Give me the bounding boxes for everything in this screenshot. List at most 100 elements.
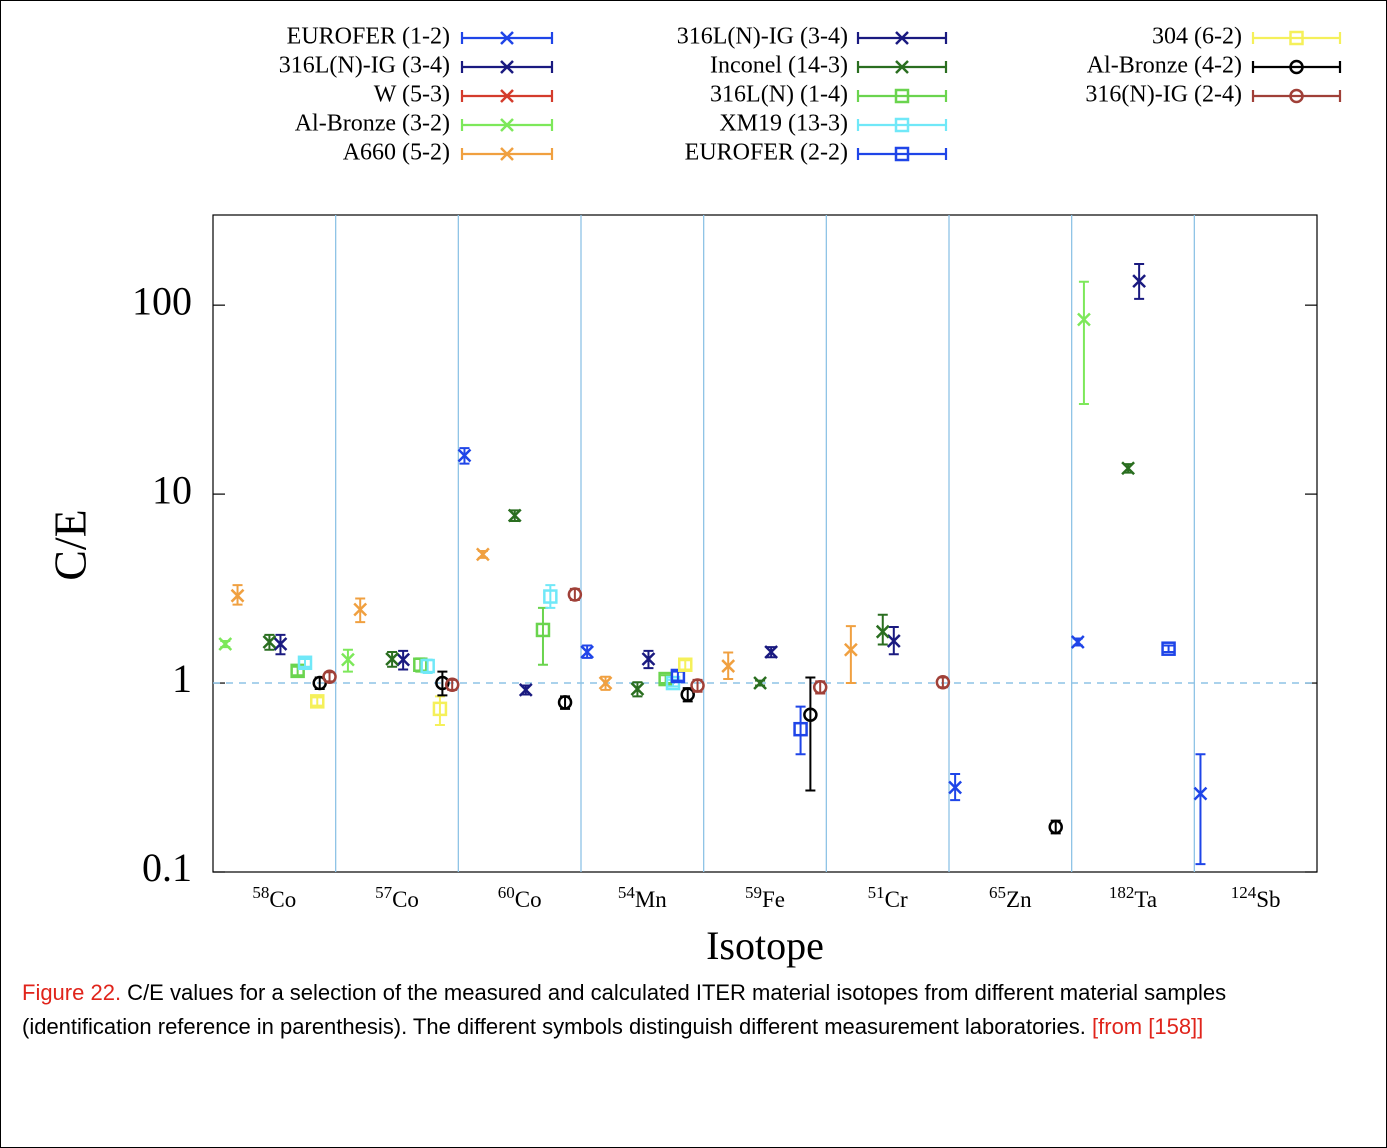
error-bar xyxy=(845,625,856,685)
x-tick-label: 57Co xyxy=(375,883,419,912)
isotope-mass: 51 xyxy=(868,883,885,902)
legend-line xyxy=(1251,32,1342,44)
error-bar xyxy=(680,659,691,671)
marker xyxy=(678,657,693,672)
x-tick-label: 54Mn xyxy=(618,883,667,912)
legend-entry: 304 (6-2) xyxy=(1152,24,1342,50)
marker xyxy=(1121,461,1135,476)
isotope-element: Zn xyxy=(1006,887,1032,912)
isotope-element: Sb xyxy=(1256,887,1280,912)
isotope-mass: 54 xyxy=(618,883,636,902)
marker xyxy=(312,675,327,691)
marker xyxy=(432,701,448,717)
marker xyxy=(557,695,573,710)
legend-label: 316L(N)-IG (3-4) xyxy=(677,24,848,50)
marker xyxy=(385,652,399,666)
x-axis-label: Isotope xyxy=(706,923,824,968)
plot-frame xyxy=(212,214,1318,873)
error-bar xyxy=(434,695,445,726)
marker xyxy=(580,645,595,659)
marker xyxy=(948,780,963,795)
marker xyxy=(218,637,233,651)
x-tick-label: 60Co xyxy=(498,883,542,912)
legend-label: EUROFER (2-2) xyxy=(685,140,848,166)
marker xyxy=(518,683,533,697)
legend-marker xyxy=(1289,88,1304,104)
isotope-mass: 57 xyxy=(375,883,393,902)
legend-marker xyxy=(1289,59,1304,75)
error-bar xyxy=(795,705,806,756)
legend-line xyxy=(1251,90,1342,102)
legend-line xyxy=(856,148,948,160)
y-tick-label: 0.1 xyxy=(142,845,192,890)
marker xyxy=(843,642,858,657)
marker xyxy=(680,687,695,702)
caption-source: [from [158]] xyxy=(1092,1014,1204,1039)
error-bar xyxy=(1163,644,1174,653)
legend-entry: W (5-3) xyxy=(374,82,554,108)
legend-marker xyxy=(500,31,514,45)
error-bar xyxy=(660,674,671,685)
legend-marker xyxy=(500,89,514,103)
caption-label: Figure 22. xyxy=(22,980,122,1005)
legend-entry: 316L(N) (1-4) xyxy=(710,82,948,108)
x-tick-label: 65Zn xyxy=(989,883,1032,912)
error-bar xyxy=(805,676,816,792)
legend-label: W (5-3) xyxy=(374,82,450,108)
marker xyxy=(413,657,428,672)
error-bar xyxy=(877,613,888,646)
marker xyxy=(764,645,779,659)
error-bar xyxy=(1195,753,1206,866)
marker xyxy=(435,675,450,691)
legend-marker xyxy=(894,88,910,104)
isotope-mass: 124 xyxy=(1231,883,1257,902)
marker xyxy=(875,624,890,639)
legend-entry: 316(N)-IG (2-4) xyxy=(1085,82,1342,108)
marker xyxy=(1161,641,1176,656)
marker xyxy=(641,652,656,666)
error-bar xyxy=(300,658,310,668)
marker xyxy=(290,663,305,679)
marker xyxy=(753,676,767,690)
marker xyxy=(420,658,435,674)
legend-line xyxy=(856,119,948,131)
x-tick-label: 59Fe xyxy=(745,883,785,912)
legend-entry: 316L(N)-IG (3-4) xyxy=(677,24,948,50)
marker xyxy=(670,668,686,684)
legend-marker xyxy=(894,117,910,133)
legend-entry: 316L(N)-IG (3-4) xyxy=(279,53,554,79)
legend-marker xyxy=(895,60,909,74)
marker xyxy=(273,637,288,651)
caption-text: C/E values for a selection of the measur… xyxy=(22,980,1227,1039)
error-bar xyxy=(312,696,323,707)
legend-label: Al-Bronze (3-2) xyxy=(295,111,450,137)
error-bar xyxy=(437,670,448,697)
marker xyxy=(886,634,901,648)
marker xyxy=(297,655,313,671)
marker xyxy=(310,694,325,709)
marker xyxy=(690,678,705,693)
isotope-element: Cr xyxy=(885,887,908,912)
marker xyxy=(457,448,472,463)
isotope-mass: 60 xyxy=(498,883,515,902)
legend-label: EUROFER (1-2) xyxy=(287,24,450,50)
legend-entry: EUROFER (2-2) xyxy=(685,140,948,166)
marker xyxy=(535,622,551,638)
marker xyxy=(793,721,808,737)
x-tick-label: 58Co xyxy=(252,883,296,912)
error-bar xyxy=(545,584,556,609)
marker xyxy=(444,677,460,692)
marker xyxy=(543,589,558,604)
legend-marker xyxy=(894,146,910,162)
legend-label: Inconel (14-3) xyxy=(710,53,848,79)
marker xyxy=(721,659,736,673)
y-tick-label: 1 xyxy=(172,656,192,701)
legend-line xyxy=(856,90,948,102)
legend-marker xyxy=(500,60,514,74)
legend-label: 316(N)-IG (2-4) xyxy=(1085,82,1242,108)
legend-label: 316L(N)-IG (3-4) xyxy=(279,53,450,79)
isotope-element: Fe xyxy=(762,887,785,912)
isotope-element: Co xyxy=(269,887,296,912)
marker xyxy=(230,588,245,603)
